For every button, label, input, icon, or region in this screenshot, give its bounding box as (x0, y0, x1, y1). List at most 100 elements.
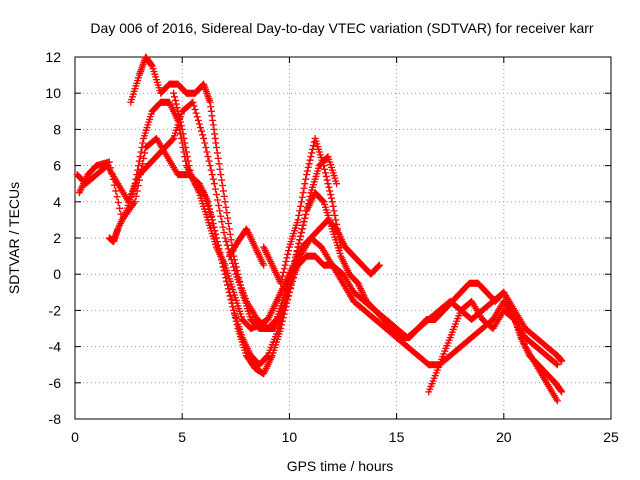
y-tick-label: -2 (49, 302, 62, 318)
data-point (135, 157, 143, 165)
data-point (307, 153, 315, 161)
axis-ticks (74, 56, 612, 420)
data-point (333, 180, 341, 188)
data-point (303, 171, 311, 179)
y-tick-label: -8 (49, 411, 62, 427)
series-track-7 (225, 225, 268, 269)
data-point (297, 198, 305, 206)
data-point (321, 165, 329, 173)
series-track-8 (425, 297, 561, 405)
data-point (184, 157, 192, 165)
data-point (295, 211, 303, 219)
data-point (302, 210, 310, 218)
data-point (300, 218, 308, 226)
data-point (237, 281, 245, 289)
data-point (105, 158, 113, 166)
data-point (221, 234, 229, 242)
data-point (110, 181, 118, 189)
data-point (277, 325, 285, 332)
data-point (231, 314, 239, 322)
data-point (222, 238, 230, 246)
data-point (237, 285, 245, 293)
data-point (201, 139, 209, 147)
data-point (279, 317, 287, 325)
data-point (177, 122, 185, 130)
data-point (176, 118, 184, 126)
data-point (319, 197, 327, 205)
data-point (231, 259, 239, 267)
x-tick-label: 20 (496, 429, 512, 445)
data-point (220, 229, 228, 237)
data-point (308, 149, 316, 157)
data-point (286, 284, 294, 292)
data-point (324, 180, 332, 188)
data-point (230, 306, 238, 314)
data-point (220, 192, 228, 200)
data-point (208, 171, 216, 179)
x-tick-label: 25 (603, 429, 619, 445)
data-point (192, 109, 200, 117)
data-point (330, 207, 338, 215)
data-point (191, 105, 199, 113)
data-point (218, 176, 226, 184)
data-point (329, 202, 337, 210)
data-point (132, 192, 140, 200)
data-point (232, 317, 240, 325)
data-point (260, 261, 268, 269)
data-point (215, 201, 223, 209)
data-point (132, 175, 140, 183)
data-point (302, 175, 310, 183)
data-point (175, 111, 183, 119)
data-point (222, 203, 230, 211)
data-point (282, 258, 290, 266)
series-track-3 (105, 98, 566, 396)
data-point (336, 239, 344, 247)
data-point (280, 265, 288, 273)
data-point (299, 221, 307, 229)
data-point (133, 171, 141, 179)
data-point (553, 361, 561, 369)
data-point (116, 204, 124, 212)
data-point (297, 229, 305, 237)
data-point (278, 321, 286, 329)
data-point (231, 310, 239, 318)
data-point (112, 187, 120, 195)
data-point (281, 261, 289, 269)
data-point (219, 187, 227, 195)
data-point (285, 292, 293, 300)
data-point (176, 115, 184, 123)
y-tick-labels: -8 -6 -4 -2 0 2 4 6 8 10 12 (45, 49, 61, 427)
data-point (138, 144, 146, 151)
y-tick-label: 12 (45, 49, 61, 65)
data-point (297, 202, 305, 210)
data-point (134, 162, 142, 170)
data-point (210, 223, 218, 231)
y-tick-label: -6 (49, 375, 62, 391)
data-point (328, 198, 336, 206)
x-tick-label: 5 (178, 429, 186, 445)
data-point (300, 184, 308, 192)
data-point (279, 314, 287, 322)
data-point (558, 388, 566, 396)
chart-title: Day 006 of 2016, Sidereal Day-to-day VTE… (90, 20, 593, 36)
data-point (206, 162, 214, 170)
data-point (335, 234, 343, 242)
data-point (131, 198, 139, 206)
data-point (331, 211, 339, 219)
data-point (182, 148, 190, 156)
data-point (303, 207, 311, 215)
data-point (109, 175, 117, 183)
data-point (214, 196, 222, 204)
data-point (235, 274, 243, 282)
data-point (205, 157, 213, 165)
data-point (298, 193, 306, 201)
data-point (320, 162, 328, 170)
data-point (213, 191, 221, 199)
data-point (278, 276, 286, 284)
data-point (284, 296, 292, 304)
data-point (217, 212, 225, 220)
data-point (227, 236, 235, 244)
data-point (299, 189, 307, 197)
data-point (224, 214, 232, 222)
data-point (179, 130, 187, 138)
